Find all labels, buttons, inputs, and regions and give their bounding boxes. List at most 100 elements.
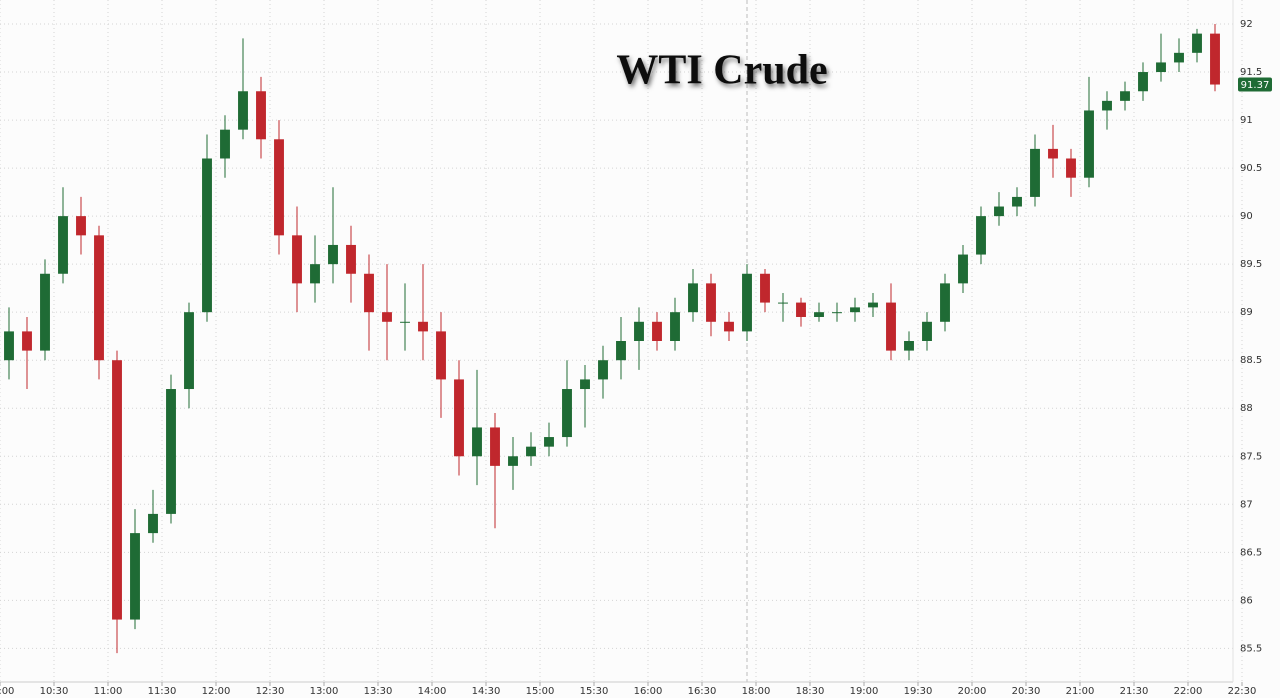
candle-body [886, 302, 896, 351]
candle-body [940, 283, 950, 322]
x-tick-label: 11:00 [94, 686, 123, 697]
candle-body [310, 264, 320, 284]
x-tick-label: 18:00 [742, 686, 771, 697]
candle-body [724, 321, 734, 332]
candle-body [292, 235, 302, 284]
x-tick-label: 20:00 [958, 686, 987, 697]
candle-body [562, 389, 572, 438]
candle-body [1210, 33, 1220, 85]
candle-body [652, 321, 662, 341]
candle-body [346, 244, 356, 274]
candle-body [58, 216, 68, 274]
candle-body [598, 360, 608, 380]
candle-body [1012, 196, 1022, 207]
candle-body [778, 302, 788, 304]
y-tick-label: 89 [1240, 307, 1253, 318]
candle-body [688, 283, 698, 313]
candle-body [166, 389, 176, 514]
y-tick-label: 87 [1240, 499, 1253, 510]
candle-body [616, 341, 626, 361]
candle-body [256, 91, 266, 140]
y-tick-label: 91 [1240, 115, 1253, 126]
candle-body [634, 321, 644, 341]
candle-body [760, 273, 770, 303]
last-price-tag [1238, 77, 1272, 92]
y-tick-label: 86.5 [1240, 547, 1262, 558]
y-tick-label: 87.5 [1240, 451, 1262, 462]
candle-body [1138, 72, 1148, 92]
candle-body [112, 360, 122, 620]
candle-body [202, 158, 212, 313]
candle-body [328, 244, 338, 265]
candle-body [868, 302, 878, 308]
candle-body [220, 129, 230, 159]
candle-body [148, 513, 158, 534]
x-tick-label: 20:30 [1012, 686, 1041, 697]
candle-body [706, 283, 716, 322]
x-tick-label: 10:30 [40, 686, 69, 697]
candle-body [1156, 62, 1166, 73]
candle-body [1066, 158, 1076, 178]
candle-body [922, 321, 932, 341]
candle-body [508, 456, 518, 466]
y-tick-label: 89.5 [1240, 259, 1262, 270]
last-price-label: 91.37 [1241, 80, 1270, 91]
candle-body [184, 312, 194, 390]
x-tick-label: 13:30 [364, 686, 393, 697]
candle-body [130, 533, 140, 620]
candle-body [1102, 100, 1112, 111]
y-tick-label: 91.5 [1240, 67, 1262, 78]
candle-body [544, 437, 554, 447]
candle-body [904, 341, 914, 351]
candle-body [994, 206, 1004, 217]
candle-body [382, 312, 392, 322]
y-tick-label: 85.5 [1240, 643, 1262, 654]
y-tick-label: 86 [1240, 595, 1253, 606]
candle-body [814, 312, 824, 317]
candle-body [238, 91, 248, 130]
x-tick-label: 22:30 [1228, 686, 1257, 697]
candle-body [832, 312, 842, 314]
x-tick-label: 16:00 [634, 686, 663, 697]
x-tick-label: 13:00 [310, 686, 339, 697]
x-tick-label: 18:30 [796, 686, 825, 697]
x-tick-label: 11:30 [148, 686, 177, 697]
candle-body [976, 216, 986, 255]
candle-body [364, 273, 374, 313]
candle-body [490, 427, 500, 466]
x-tick-label: 21:00 [1066, 686, 1095, 697]
x-tick-label: 10:00 [0, 686, 14, 697]
y-tick-label: 90.5 [1240, 163, 1262, 174]
x-tick-label: 22:00 [1174, 686, 1203, 697]
x-tick-label: 12:00 [202, 686, 231, 697]
candle-body [1048, 148, 1058, 159]
candle-body [4, 331, 14, 361]
candle-body [580, 379, 590, 390]
axes: 85.5 86 86.5 87 87.5 88 88.5 89 89.5 90 90.5 91 91.5… [0, 19, 1272, 697]
candle-body [40, 273, 50, 351]
chart-title: WTI Crude [616, 48, 827, 94]
candle-body [1120, 91, 1130, 101]
y-tick-label: 92 [1240, 19, 1253, 30]
candle-body [1174, 52, 1184, 63]
candle-body [76, 216, 86, 236]
x-tick-label: 19:00 [850, 686, 879, 697]
candle-body [454, 379, 464, 457]
y-tick-label: 88 [1240, 403, 1253, 414]
y-tick-label: 90 [1240, 211, 1253, 222]
candle-body [1030, 148, 1040, 197]
y-tick-label: 88.5 [1240, 355, 1262, 366]
candle-body [472, 427, 482, 457]
candle-body [436, 331, 446, 380]
candle-body [742, 273, 752, 332]
candle-body [94, 235, 104, 361]
x-tick-label: 14:30 [472, 686, 501, 697]
candle-body [850, 307, 860, 313]
x-tick-label: 15:30 [580, 686, 609, 697]
candle-body [1084, 110, 1094, 178]
x-tick-label: 15:00 [526, 686, 555, 697]
x-tick-label: 16:30 [688, 686, 717, 697]
candle-body [1192, 33, 1202, 53]
candle-body [670, 312, 680, 341]
candle-body [400, 321, 410, 323]
